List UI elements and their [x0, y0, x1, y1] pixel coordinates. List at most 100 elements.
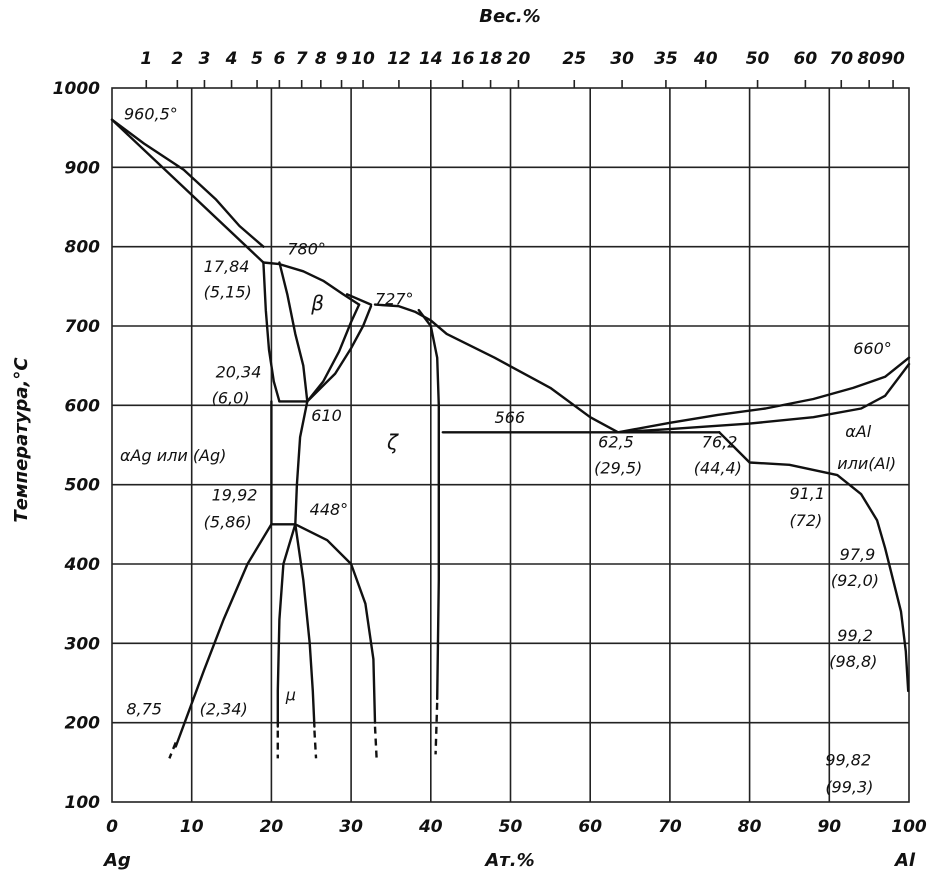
top-tick-label: 60 — [794, 49, 818, 69]
x-tick-label: 0 — [106, 817, 118, 837]
diagram-annotation: (72) — [789, 511, 822, 530]
diagram-annotation: 99,2 — [837, 626, 873, 645]
y-tick-label: 700 — [65, 317, 101, 337]
diagram-annotation: ζ — [386, 430, 399, 454]
annotations: 960,5° 780° 17,84 (5,15) 727° β 660° 20,34 (6,0)… — [120, 105, 896, 797]
top-axis-title: Вес.% — [479, 6, 540, 27]
x-tick-label: 10 — [180, 817, 204, 837]
phase-boundary-line — [294, 523, 377, 724]
diagram-annotation: (92,0) — [831, 571, 879, 590]
diagram-annotation: 448° — [310, 500, 349, 519]
phase-boundary-line — [110, 118, 265, 264]
top-tick-label: 1 — [140, 49, 152, 69]
dashed-boundary — [168, 742, 177, 759]
phase-boundary-line — [417, 308, 440, 701]
diagram-annotation: (99,3) — [825, 777, 873, 796]
top-tick-label: 12 — [387, 49, 411, 69]
top-tick-label: 9 — [336, 49, 348, 69]
diagram-annotation: μ — [285, 685, 296, 704]
top-tick-label: 80 — [857, 49, 881, 69]
bottom-axis-title: Ат.% — [483, 850, 534, 871]
phase-boundary-line — [718, 431, 910, 693]
phase-boundary-line — [345, 293, 373, 306]
y-tick-label: 900 — [65, 158, 101, 178]
diagram-annotation: β — [310, 291, 324, 315]
diagram-annotation: 660° — [853, 339, 892, 358]
top-tick-label: 10 — [351, 49, 375, 69]
top-tick-label: 5 — [251, 49, 263, 69]
x-tick-label: 70 — [658, 817, 682, 837]
diagram-annotation: αAl — [845, 422, 871, 441]
diagram-annotation: 19,92 — [212, 486, 258, 505]
dashed-boundary — [434, 702, 439, 755]
diagram-annotation: (5,86) — [204, 513, 252, 532]
y-tick-label: 800 — [65, 238, 101, 258]
diagram-annotation: 62,5 — [598, 432, 634, 451]
top-tick-label: 25 — [562, 49, 586, 69]
y-tick-label: 600 — [65, 396, 101, 416]
top-tick-label: 50 — [746, 49, 770, 69]
y-tick-label: 1000 — [53, 79, 100, 99]
phase-boundaries — [110, 118, 911, 748]
phase-boundary-line — [306, 305, 373, 403]
left-axis-ticks: 100 200 300 400 500 600 700 800 900 1000 — [53, 79, 100, 813]
phase-boundary-line — [262, 261, 361, 306]
top-tick-label: 3 — [199, 49, 211, 69]
dashed-extensions — [168, 702, 439, 759]
phase-boundary-line — [276, 523, 297, 728]
top-axis-ticks: 1 2 3 4 5 6 7 8 9 10 12 14 16 18 20 25 30 35 40 50 60 70 80 90 — [140, 49, 905, 88]
top-tick-label: 2 — [171, 49, 183, 69]
x-tick-label: 40 — [418, 817, 443, 837]
grid — [111, 87, 910, 803]
diagram-annotation: 20,34 — [216, 363, 262, 382]
diagram-annotation: 8,75 — [126, 700, 162, 719]
diagram-annotation: 960,5° — [124, 105, 178, 124]
top-tick-label: 30 — [610, 49, 634, 69]
diagram-annotation: или(Al) — [837, 454, 896, 473]
phase-boundary-line — [278, 261, 309, 403]
phase-boundary-line — [616, 356, 911, 434]
y-tick-label: 500 — [65, 476, 101, 496]
x-tick-label: 30 — [339, 817, 363, 837]
top-tick-label: 35 — [654, 49, 678, 69]
right-element-label: Al — [893, 850, 916, 871]
top-tick-label: 40 — [693, 49, 718, 69]
diagram-annotation: (98,8) — [829, 652, 877, 671]
diagram-annotation: 610 — [311, 406, 342, 425]
diagram-annotation: 99,82 — [825, 751, 871, 770]
diagram-annotation: 780° — [287, 240, 326, 259]
diagram-annotation: 97,9 — [840, 545, 876, 564]
diagram-annotation: 76,2 — [702, 432, 738, 451]
diagram-annotation: 566 — [495, 408, 526, 427]
phase-boundary-line — [306, 303, 361, 403]
top-tick-label: 6 — [273, 49, 285, 69]
top-tick-label: 8 — [315, 49, 327, 69]
left-element-label: Ag — [102, 850, 131, 871]
y-tick-label: 100 — [65, 793, 101, 813]
diagram-annotation: αAg или (Ag) — [120, 446, 226, 465]
y-axis-title: Температура,°С — [11, 357, 32, 523]
y-tick-label: 400 — [64, 555, 101, 575]
phase-boundary-line — [174, 523, 273, 748]
diagram-annotation: 91,1 — [789, 484, 825, 503]
x-tick-label: 90 — [817, 817, 841, 837]
top-tick-label: 18 — [479, 49, 503, 69]
x-tick-label: 20 — [260, 817, 284, 837]
top-tick-label: 4 — [225, 49, 238, 69]
diagram-annotation: (5,15) — [204, 282, 252, 301]
phase-boundary-line — [294, 400, 309, 526]
diagram-annotation: (44,4) — [694, 459, 742, 478]
top-tick-label: 7 — [296, 49, 308, 69]
diagram-annotation: 727° — [375, 290, 414, 309]
y-tick-label: 200 — [65, 714, 101, 734]
bottom-axis-ticks: 0 10 20 30 40 50 60 70 80 90 100 — [106, 817, 927, 837]
diagram-annotation: (2,34) — [200, 700, 248, 719]
dashed-boundary — [373, 726, 378, 759]
top-tick-label: 70 — [829, 49, 853, 69]
phase-boundary-line — [294, 523, 316, 728]
x-tick-label: 60 — [578, 817, 602, 837]
dashed-boundary — [313, 730, 318, 759]
x-tick-label: 100 — [891, 817, 927, 837]
phase-boundary-line — [262, 261, 281, 403]
